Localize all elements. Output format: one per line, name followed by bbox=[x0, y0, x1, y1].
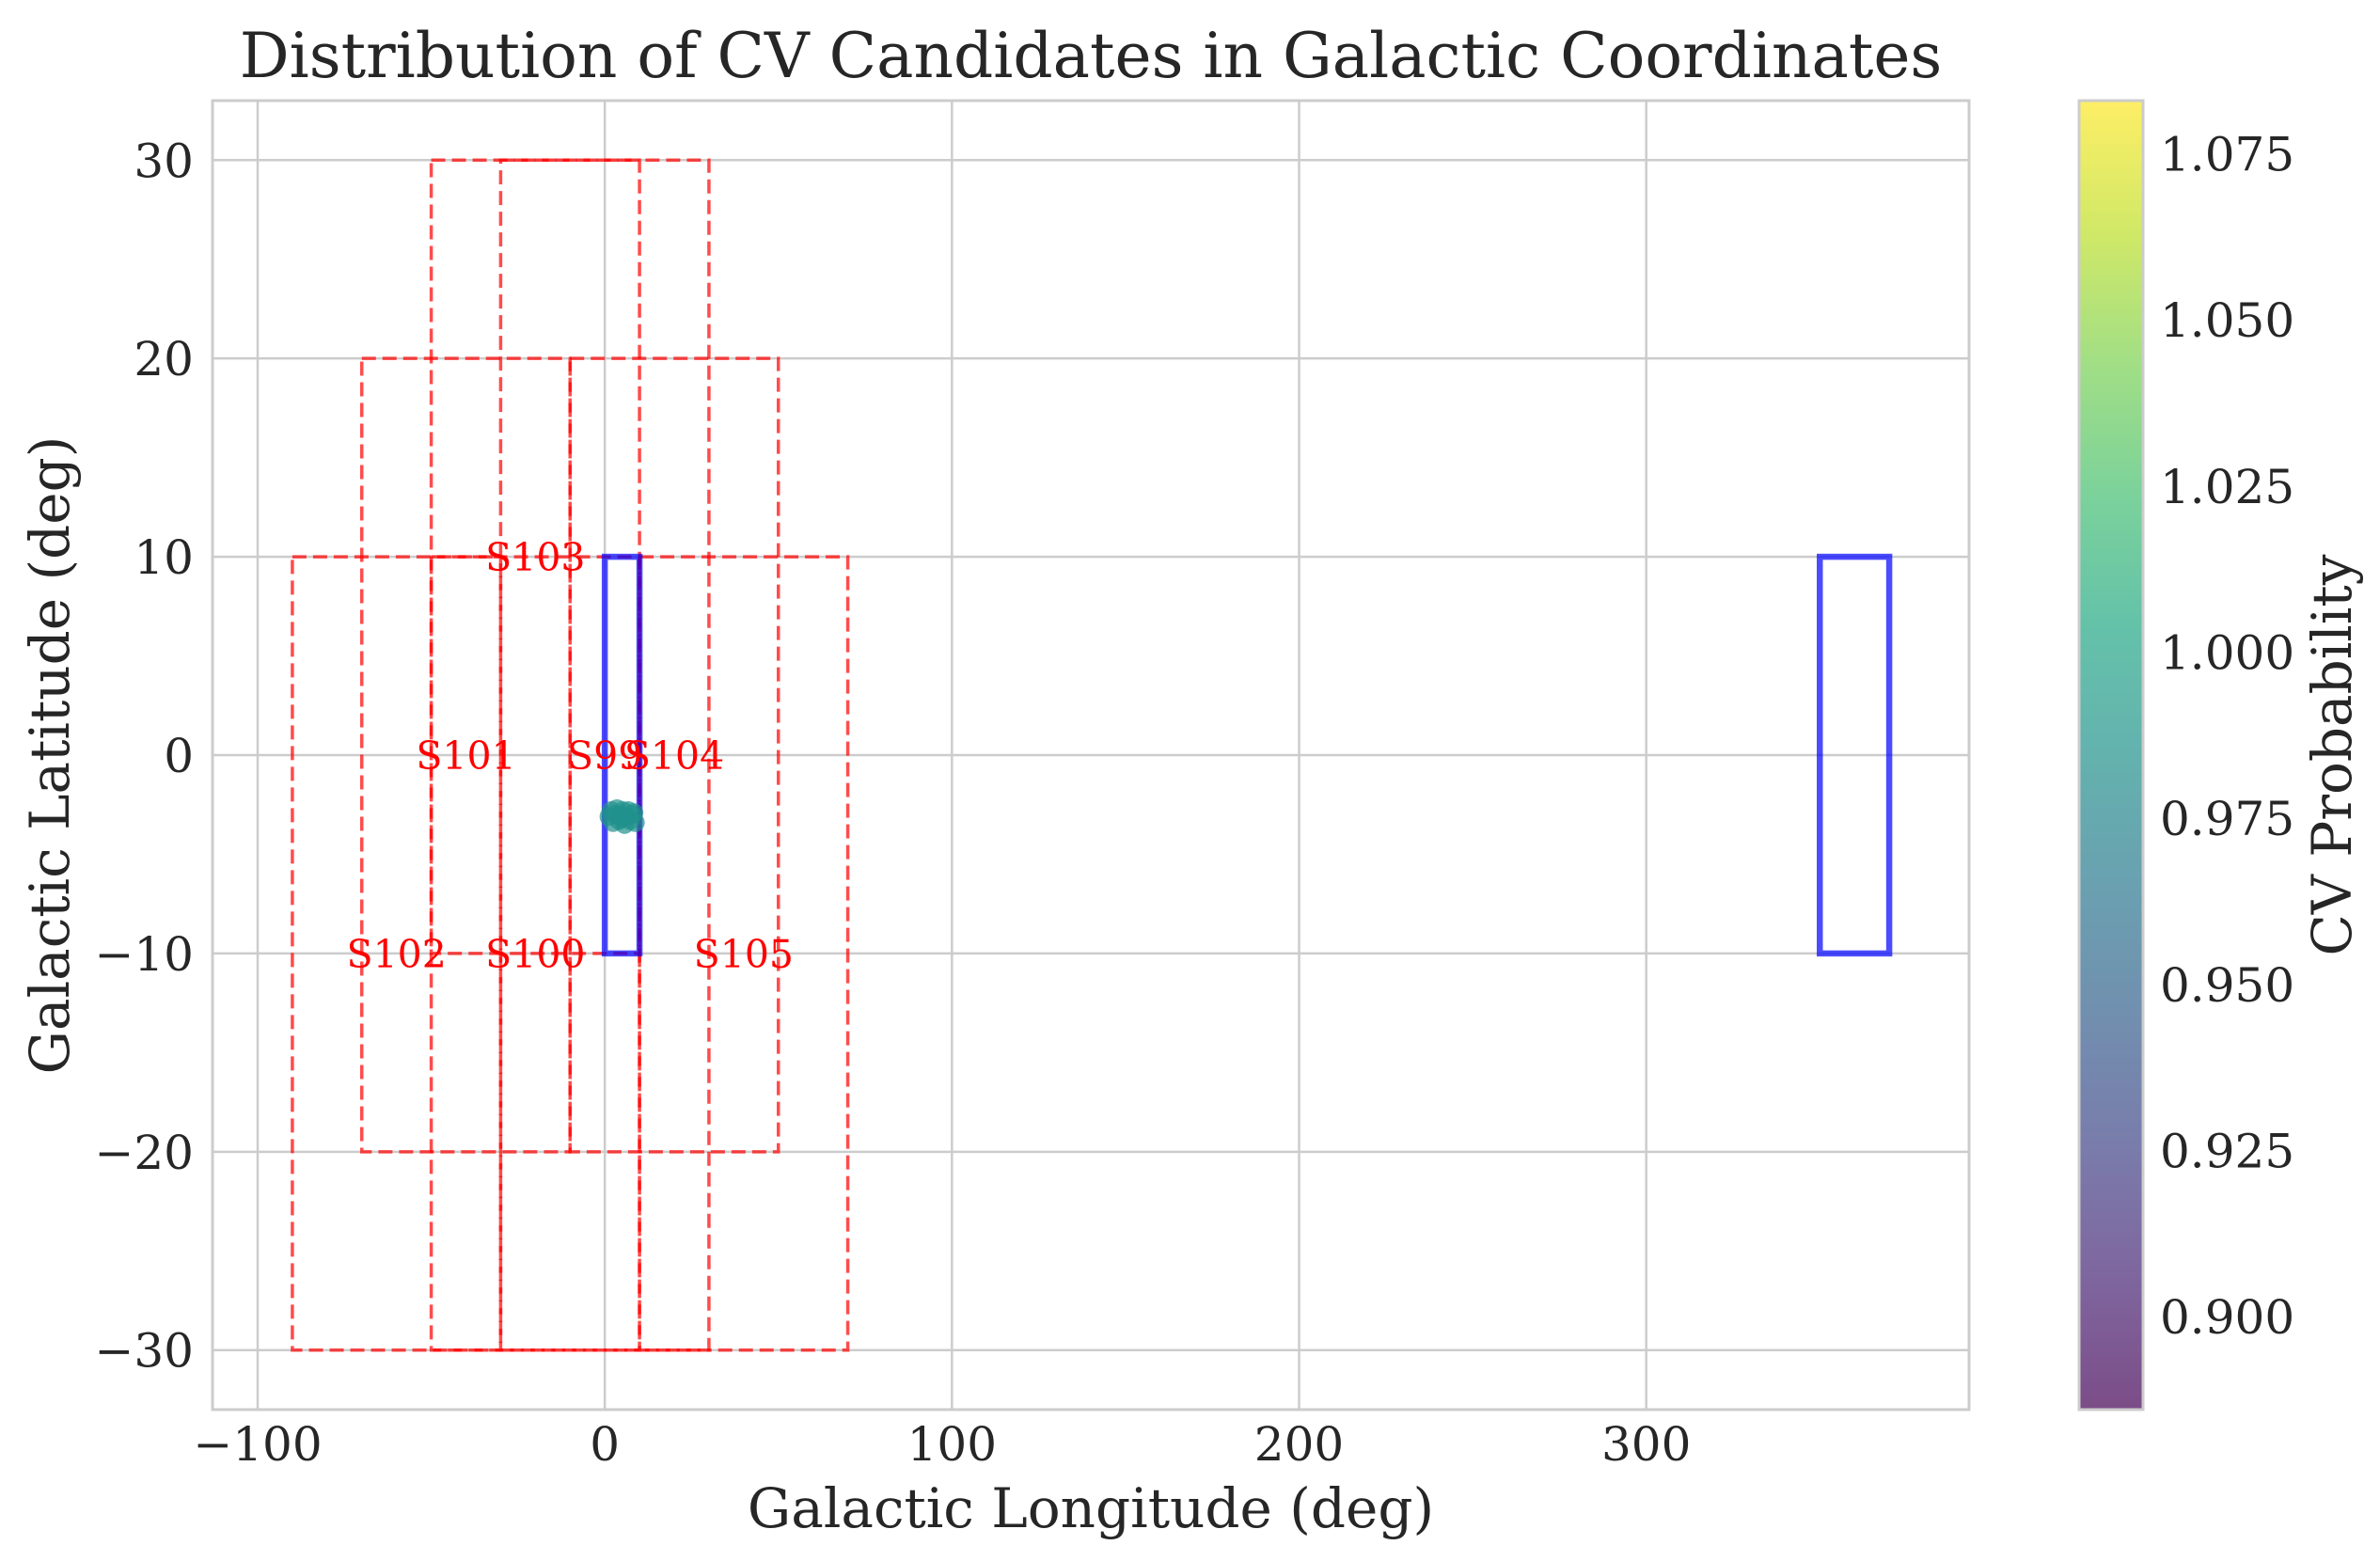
x-tick-label: 0 bbox=[590, 1417, 620, 1472]
survey-field-label: S104 bbox=[624, 733, 724, 779]
y-tick-label: 10 bbox=[134, 530, 194, 585]
colorbar-tick-label: 0.925 bbox=[2160, 1124, 2294, 1178]
chart-title: Distribution of CV Candidates in Galacti… bbox=[240, 20, 1943, 92]
colorbar-tick-label: 0.950 bbox=[2160, 958, 2294, 1013]
highlight-region-rect bbox=[1817, 553, 1893, 957]
axes-frame bbox=[211, 99, 1971, 1411]
x-tick-label: 300 bbox=[1601, 1417, 1691, 1472]
survey-field-label: S105 bbox=[694, 932, 794, 977]
colorbar-label: CV Probability bbox=[2300, 554, 2364, 955]
y-tick-label: −20 bbox=[94, 1126, 194, 1180]
colorbar-gradient bbox=[2079, 101, 2143, 1410]
x-tick-label: 200 bbox=[1254, 1417, 1344, 1472]
y-axis-label: Galactic Latitude (deg) bbox=[18, 436, 82, 1075]
candidate-points bbox=[599, 798, 645, 834]
survey-field-label: S102 bbox=[346, 932, 446, 977]
y-tick-label: −10 bbox=[94, 927, 194, 982]
y-tick-label: 20 bbox=[134, 332, 194, 386]
survey-field-label: S103 bbox=[485, 535, 585, 580]
survey-field-label: S100 bbox=[485, 932, 585, 977]
y-tick-label: 0 bbox=[164, 729, 194, 783]
colorbar-tick-label: 1.000 bbox=[2160, 625, 2294, 680]
colorbar-tick-labels: 0.900 0.925 0.950 0.975 1.000 1.025 1.050 1.075 bbox=[2160, 128, 2294, 1346]
highlight-regions bbox=[601, 553, 1893, 957]
colorbar-tick-label: 1.075 bbox=[2160, 128, 2294, 182]
colorbar-tick-label: 1.025 bbox=[2160, 460, 2294, 514]
y-tick-label: 30 bbox=[134, 134, 194, 188]
colorbar: 0.900 0.925 0.950 0.975 1.000 1.025 1.050 1.075 bbox=[2077, 99, 2294, 1411]
x-tick-label: 100 bbox=[907, 1417, 997, 1472]
survey-field-label: S101 bbox=[416, 733, 515, 779]
highlight-region-rect bbox=[601, 553, 643, 957]
x-axis-label: Galactic Longitude (deg) bbox=[748, 1476, 1434, 1540]
colorbar-tick-label: 0.900 bbox=[2160, 1290, 2294, 1345]
candidate-point bbox=[625, 812, 645, 832]
colorbar-tick-label: 1.050 bbox=[2160, 293, 2294, 348]
survey-fields bbox=[291, 158, 850, 1352]
survey-field-label: S99 bbox=[567, 733, 642, 779]
y-tick-label: −30 bbox=[94, 1324, 194, 1379]
survey-field-rect bbox=[568, 356, 780, 1154]
colorbar-tick-label: 0.975 bbox=[2160, 792, 2294, 846]
x-tick-label: −100 bbox=[193, 1417, 322, 1472]
colorbar-outline bbox=[2077, 99, 2145, 1411]
survey-field-labels: S99 S100 S101 S102 S103 S104 S105 bbox=[346, 535, 794, 977]
